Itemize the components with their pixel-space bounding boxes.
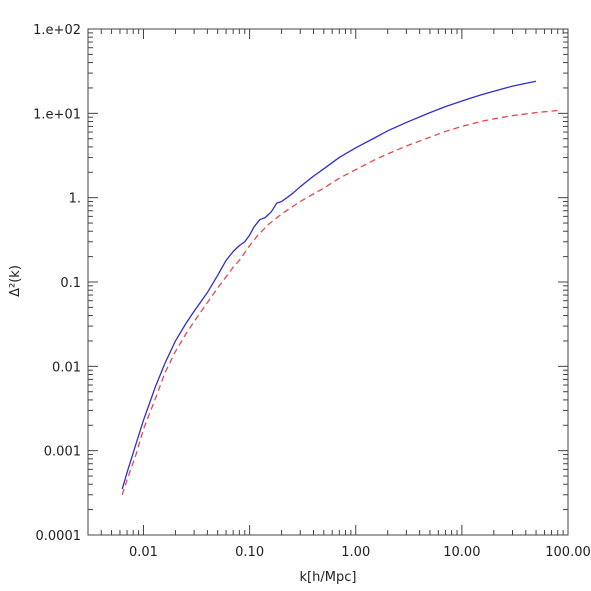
plot-frame (87, 28, 569, 536)
x-tick-label: 10.00 (443, 545, 480, 560)
y-tick-label: 0.001 (44, 445, 81, 460)
axis-ticks (87, 28, 569, 536)
y-tick-label: 1.e+01 (33, 107, 81, 122)
y-tick-label: 0.0001 (36, 529, 82, 544)
y-axis-title: Δ²(k) (8, 265, 23, 297)
x-tick-label: 1.00 (341, 545, 370, 560)
solid-series-line (121, 80, 537, 490)
y-tick-label: 0.01 (52, 360, 81, 375)
dashed-series-line (121, 109, 558, 495)
x-axis-title: k[h/Mpc] (300, 570, 357, 585)
y-tick-label: 1. (69, 192, 81, 207)
y-tick-label: 0.1 (60, 276, 81, 291)
x-tick-label: 0.01 (129, 545, 158, 560)
series-lines (121, 80, 558, 495)
x-tick-label: 100.00 (545, 545, 591, 560)
axis-tick-labels: 0.01 0.10 1.00 10.00 100.00 0.0001 0.001 0.01 0.… (33, 23, 591, 560)
y-tick-label: 1.e+02 (33, 23, 81, 38)
x-tick-label: 0.10 (235, 545, 264, 560)
